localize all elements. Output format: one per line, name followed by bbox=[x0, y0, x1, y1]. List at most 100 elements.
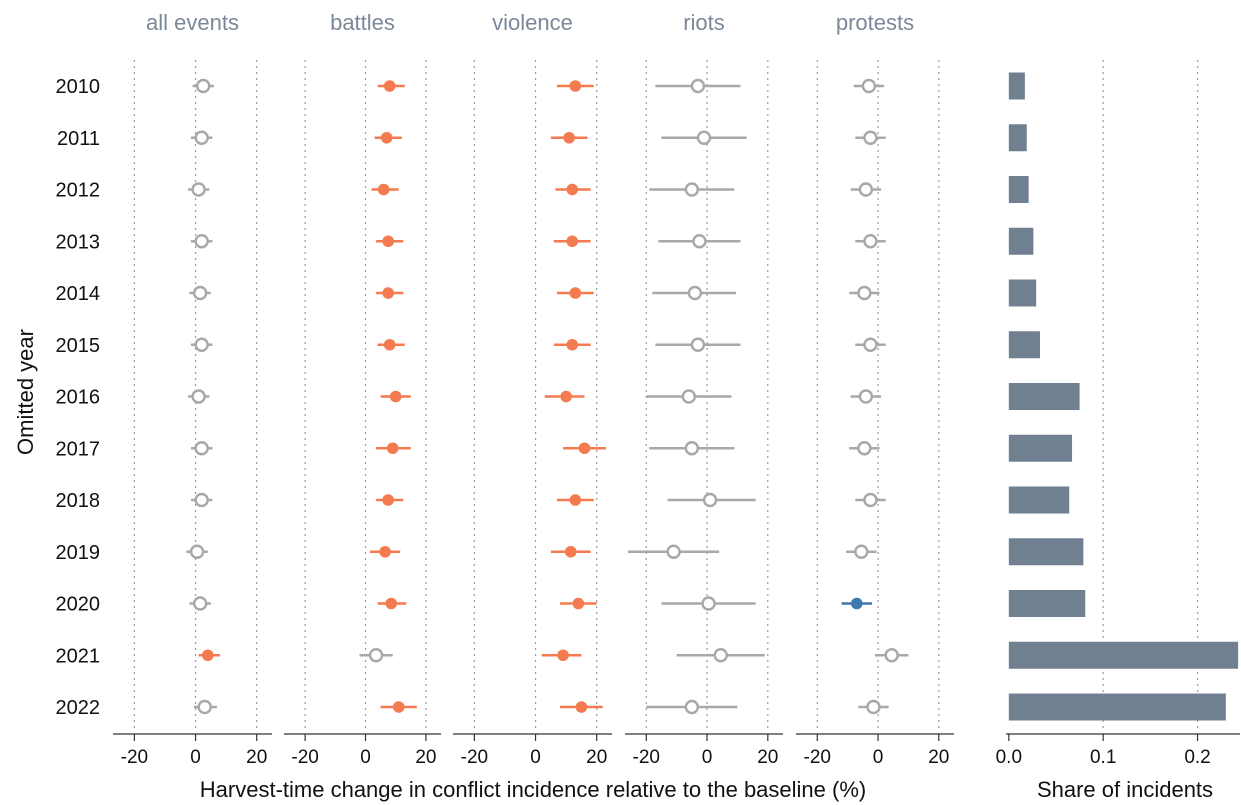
point-riots-2012 bbox=[684, 182, 700, 197]
point-protests-2020 bbox=[850, 597, 863, 610]
point-all-events-2017 bbox=[194, 441, 209, 456]
tick-label-protests-20: 20 bbox=[928, 747, 949, 768]
confidence-intervals bbox=[186, 84, 909, 709]
year-label-2013: 2013 bbox=[56, 231, 101, 253]
point-violence-2012 bbox=[566, 183, 579, 196]
point-protests-2016 bbox=[858, 389, 874, 404]
year-label-2012: 2012 bbox=[56, 180, 101, 202]
point-violence-2015 bbox=[566, 338, 579, 351]
year-label-2021: 2021 bbox=[56, 645, 101, 667]
year-label-2014: 2014 bbox=[56, 283, 101, 305]
gridlines bbox=[133, 60, 1199, 730]
point-riots-2010 bbox=[690, 78, 706, 94]
point-violence-2019 bbox=[564, 545, 577, 558]
point-all-events-2021 bbox=[201, 649, 214, 662]
share-bar-2013 bbox=[1008, 227, 1034, 255]
point-protests-2015 bbox=[863, 337, 878, 352]
year-label-2016: 2016 bbox=[56, 387, 101, 409]
point-all-events-2011 bbox=[194, 130, 209, 145]
point-battles-2010 bbox=[383, 80, 396, 92]
point-violence-2020 bbox=[572, 597, 585, 610]
point-protests-2013 bbox=[863, 234, 878, 249]
point-protests-2012 bbox=[858, 182, 874, 197]
point-violence-2010 bbox=[569, 80, 582, 92]
share-bar-2011 bbox=[1008, 124, 1027, 152]
point-all-events-2018 bbox=[194, 492, 209, 508]
share-bar-2012 bbox=[1008, 176, 1029, 203]
point-battles-2016 bbox=[389, 390, 402, 403]
point-riots-2014 bbox=[687, 285, 703, 301]
share-bar-2020 bbox=[1008, 590, 1086, 617]
point-riots-2017 bbox=[684, 441, 700, 456]
point-violence-2021 bbox=[557, 649, 569, 662]
panel-title-all-events: all events bbox=[146, 10, 239, 35]
point-all-events-2010 bbox=[196, 78, 211, 94]
point-battles-2019 bbox=[379, 545, 391, 558]
year-label-2020: 2020 bbox=[56, 594, 101, 616]
tick-label-battles-0: 0 bbox=[360, 747, 371, 768]
point-all-events-2014 bbox=[192, 285, 208, 301]
share-bar-2010 bbox=[1008, 72, 1025, 100]
point-all-events-2019 bbox=[189, 544, 205, 559]
point-protests-2010 bbox=[861, 78, 877, 94]
tick-label-violence--20: -20 bbox=[461, 747, 488, 768]
point-battles-2015 bbox=[383, 338, 396, 351]
point-all-events-2020 bbox=[192, 596, 208, 611]
year-label-2022: 2022 bbox=[56, 697, 101, 719]
point-all-events-2015 bbox=[194, 337, 209, 352]
point-riots-2013 bbox=[692, 234, 707, 249]
tick-label-all-events--20: -20 bbox=[121, 747, 148, 768]
point-all-events-2013 bbox=[194, 234, 209, 249]
share-bar-2016 bbox=[1008, 383, 1080, 410]
point-battles-2011 bbox=[380, 131, 393, 144]
point-protests-2021 bbox=[884, 648, 899, 663]
point-all-events-2022 bbox=[197, 699, 212, 715]
point-all-events-2012 bbox=[191, 182, 206, 197]
year-label-2017: 2017 bbox=[56, 438, 101, 460]
point-violence-2017 bbox=[578, 442, 591, 455]
point-protests-2017 bbox=[857, 441, 872, 456]
point-violence-2014 bbox=[569, 287, 582, 299]
point-battles-2012 bbox=[377, 183, 390, 196]
point-protests-2022 bbox=[866, 699, 881, 715]
point-battles-2022 bbox=[392, 701, 405, 713]
point-violence-2016 bbox=[560, 390, 572, 403]
year-label-2018: 2018 bbox=[56, 490, 101, 512]
point-riots-2020 bbox=[701, 596, 716, 611]
share-bar-2019 bbox=[1008, 538, 1084, 566]
tick-label-protests--20: -20 bbox=[804, 747, 831, 768]
x-axis-title: Harvest-time change in conflict incidenc… bbox=[200, 777, 866, 802]
share-bar-2017 bbox=[1008, 434, 1073, 462]
panel-titles: all events battles violence riots protests bbox=[146, 10, 914, 35]
year-labels: 2010 2011 2012 2013 2014 2015 2016 2017 2018 2019… bbox=[56, 76, 101, 719]
tick-label-riots-20: 20 bbox=[757, 747, 778, 768]
tick-label-violence-0: 0 bbox=[530, 747, 541, 768]
share-bar-2022 bbox=[1008, 693, 1226, 721]
tick-label-share-0: 0.0 bbox=[996, 747, 1022, 768]
year-label-2010: 2010 bbox=[56, 76, 101, 98]
point-battles-2014 bbox=[382, 287, 394, 299]
tick-label-riots-0: 0 bbox=[702, 747, 713, 768]
share-bars bbox=[1008, 72, 1239, 721]
year-label-2015: 2015 bbox=[56, 335, 101, 357]
point-violence-2022 bbox=[575, 701, 588, 713]
panel-title-riots: riots bbox=[683, 10, 725, 35]
point-riots-2021 bbox=[713, 648, 728, 663]
point-protests-2019 bbox=[854, 544, 869, 559]
year-label-2019: 2019 bbox=[56, 542, 101, 564]
point-violence-2011 bbox=[563, 131, 575, 144]
point-violence-2013 bbox=[566, 235, 579, 248]
point-battles-2018 bbox=[382, 494, 394, 506]
point-riots-2015 bbox=[690, 337, 706, 352]
x-axes: -20 0 20 -20 0 20 -20 0 20 -20 0 20 -20 0 20 0.0 0.1 0.2 bbox=[113, 733, 1240, 768]
point-estimates bbox=[189, 78, 899, 715]
panel-title-violence: violence bbox=[492, 10, 573, 35]
share-bar-2018 bbox=[1008, 486, 1070, 514]
year-label-2011: 2011 bbox=[57, 128, 100, 150]
share-bar-2021 bbox=[1008, 641, 1239, 669]
tick-label-battles--20: -20 bbox=[291, 747, 318, 768]
tick-label-all-events-20: 20 bbox=[246, 747, 267, 768]
share-bar-2015 bbox=[1008, 331, 1040, 359]
point-violence-2018 bbox=[569, 494, 582, 506]
point-riots-2016 bbox=[681, 389, 697, 404]
